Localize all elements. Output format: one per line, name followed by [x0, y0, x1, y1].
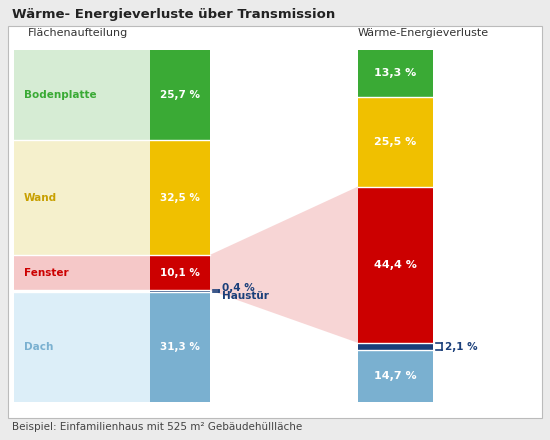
Bar — [150, 290, 210, 292]
Text: Beispiel: Einfamilienhaus mit 525 m² Gebäudehüllläche: Beispiel: Einfamilienhaus mit 525 m² Geb… — [12, 422, 303, 432]
Text: 14,7 %: 14,7 % — [374, 371, 417, 381]
Bar — [358, 187, 433, 343]
Text: 2,1 %: 2,1 % — [445, 341, 477, 352]
Text: 25,5 %: 25,5 % — [375, 137, 417, 147]
Text: 13,3 %: 13,3 % — [375, 68, 417, 78]
Text: 32,5 %: 32,5 % — [160, 193, 200, 203]
Bar — [150, 292, 210, 402]
Bar — [358, 50, 433, 97]
Text: Fenster: Fenster — [24, 268, 69, 278]
Text: 25,7 %: 25,7 % — [160, 90, 200, 100]
Bar — [358, 343, 433, 350]
Text: 44,4 %: 44,4 % — [374, 260, 417, 270]
Bar — [150, 50, 210, 140]
Polygon shape — [210, 187, 358, 343]
Bar — [14, 255, 210, 290]
Text: Wand: Wand — [24, 193, 57, 203]
Text: Dach: Dach — [24, 342, 53, 352]
Bar — [150, 255, 210, 290]
Text: 10,1 %: 10,1 % — [160, 268, 200, 278]
Text: 0,4 %: 0,4 % — [222, 283, 255, 293]
Text: Flächenaufteilung: Flächenaufteilung — [28, 28, 128, 38]
Text: Bodenplatte: Bodenplatte — [24, 90, 97, 100]
Bar — [14, 50, 210, 140]
Text: Haustür: Haustür — [222, 291, 269, 301]
Text: Wärme- Energieverluste über Transmission: Wärme- Energieverluste über Transmission — [12, 8, 336, 21]
Bar — [358, 350, 433, 402]
Bar — [14, 140, 210, 255]
Bar — [8, 26, 542, 418]
Text: Wärme-Energieverluste: Wärme-Energieverluste — [358, 28, 489, 38]
Bar — [358, 97, 433, 187]
Bar — [150, 140, 210, 255]
Bar — [14, 292, 210, 402]
Text: 31,3 %: 31,3 % — [160, 342, 200, 352]
